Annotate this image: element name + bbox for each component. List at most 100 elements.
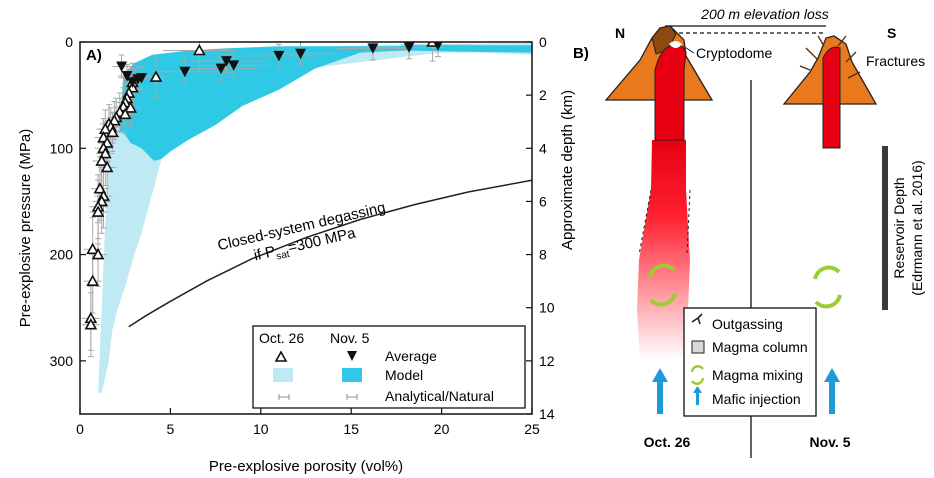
fractures-label: Fractures [866, 53, 925, 69]
cryptodome-leader [682, 45, 695, 54]
legend-mafic-injection-label: Mafic injection [712, 391, 801, 407]
chart-panel-a: 0 5 10 15 20 25 0 100 200 300 0 2 4 6 8 10 12 14 A) Pre… [17, 34, 576, 475]
reservoir-label-line1: Reservoir Depth [891, 177, 907, 278]
oct-conduit [654, 44, 687, 141]
legend-model-label: Model [385, 367, 423, 383]
nov5-data-point [295, 48, 307, 60]
diagram-panel-b: B) N S 200 m elevation loss Cryptodome F… [573, 6, 925, 458]
legend-errorbar-icons [278, 394, 358, 400]
nov5-data-point [126, 77, 138, 88]
oct26-average-points [84, 42, 439, 330]
nov-conduit [822, 46, 841, 149]
y-tick-label: 0 [65, 34, 73, 50]
legend-analytical-label: Analytical/Natural [385, 388, 494, 404]
oct26-data-point [95, 154, 109, 166]
nov5-data-point [179, 66, 191, 78]
x-tick-label: 0 [76, 421, 84, 437]
closed-system-curve [128, 179, 532, 328]
y2-tick-label: 10 [539, 300, 555, 316]
mafic-arrow-oct [652, 368, 668, 414]
oct-magma-column [637, 140, 690, 360]
legend-nov-triangle-icon [347, 351, 357, 361]
elevation-loss-label: 200 m elevation loss [700, 6, 829, 22]
nov5-data-point [121, 71, 133, 82]
reservoir-label-line2: (Edrmann et al. 2016) [909, 160, 925, 295]
outgassing-icon [691, 313, 703, 325]
nov5-data-point [228, 60, 240, 71]
cryptodome-icon [669, 41, 682, 48]
y-axis-label: Pre-explosive pressure (MPa) [17, 129, 34, 327]
oct26-data-point [91, 205, 105, 217]
x-tick-label: 20 [434, 421, 450, 437]
oct-chamber-outline [638, 189, 691, 256]
legend-magma-mixing-label: Magma mixing [712, 367, 803, 383]
x-tick-label: 5 [167, 421, 175, 437]
nov5-data-point [132, 74, 144, 85]
nov5-data-point [403, 42, 415, 53]
y2-tick-label: 12 [539, 353, 555, 369]
nov5-data-point [220, 56, 232, 67]
oct26-data-point [124, 101, 137, 113]
diagram-legend-box [683, 307, 817, 417]
nov5-data-point [433, 42, 443, 51]
diagram-legend: Outgassing Magma column Magma mixing Maf… [683, 307, 817, 417]
x-axis-ticks: 0 5 10 15 20 25 [76, 408, 540, 437]
oct26-data-point [192, 43, 206, 56]
chart-legend: Oct. 26 Nov. 5 Average Model Analytical/… [252, 325, 526, 409]
y2-tick-label: 4 [539, 140, 547, 156]
y-axis-ticks: 0 100 200 300 [50, 34, 86, 369]
panel-b-label: B) [573, 45, 589, 62]
y2-tick-label: 2 [539, 87, 547, 103]
oct26-data-point [98, 122, 112, 134]
legend-average-label: Average [385, 348, 437, 364]
oct26-data-point [84, 318, 98, 330]
nov5-average-points [116, 42, 443, 88]
y-tick-label: 300 [50, 353, 74, 369]
nov5-data-point [367, 43, 379, 54]
oct26-data-point [149, 70, 163, 82]
oct26-data-point [100, 160, 114, 173]
north-label: N [615, 25, 625, 41]
cryptodome-label: Cryptodome [696, 45, 772, 61]
legend-nov-model-swatch [342, 368, 362, 382]
south-label: S [887, 25, 896, 41]
y2-tick-label: 8 [539, 247, 547, 263]
oct26-data-point [98, 146, 112, 159]
panel-a-label: A) [86, 47, 102, 64]
nov5-model-envelope [119, 45, 532, 161]
magma-mixing-icon [690, 365, 705, 385]
legend-box [252, 325, 526, 409]
oct26-data-point [86, 274, 100, 286]
oct26-data-point [118, 107, 132, 120]
oct26-data-point [91, 247, 105, 260]
oct-label: Oct. 26 [644, 434, 691, 450]
mafic-injection-icon [693, 386, 702, 405]
y-tick-label: 100 [50, 140, 74, 156]
x-tick-label: 15 [343, 421, 359, 437]
nov5-data-point [116, 61, 128, 72]
y2-tick-label: 6 [539, 193, 547, 209]
y2-tick-label: 0 [539, 34, 547, 50]
legend-oct-model-swatch [273, 368, 293, 382]
nov5-data-point [273, 50, 285, 62]
legend-magma-column-label: Magma column [712, 339, 808, 355]
oct-summit-cap [651, 25, 677, 55]
y2-tick-label: 14 [539, 406, 555, 422]
mixing-icon-oct [648, 263, 677, 307]
y2-axis-label: Approximate depth (km) [559, 90, 576, 250]
magma-column-icon [691, 340, 705, 354]
oct26-data-point [106, 125, 119, 138]
mixing-icon-nov [813, 265, 842, 309]
reservoir-depth-bar [882, 146, 888, 310]
nov5-data-point [215, 63, 227, 75]
y-tick-label: 200 [50, 247, 74, 263]
x-tick-label: 25 [524, 421, 540, 437]
oct26-data-point [86, 242, 100, 255]
legend-outgassing-label: Outgassing [712, 316, 783, 332]
legend-header-nov: Nov. 5 [330, 330, 370, 346]
legend-oct-triangle-icon [274, 350, 288, 362]
fracture-lines [799, 35, 861, 79]
y2-axis-ticks: 0 2 4 6 8 10 12 14 [526, 34, 555, 422]
nov-label: Nov. 5 [810, 434, 851, 450]
